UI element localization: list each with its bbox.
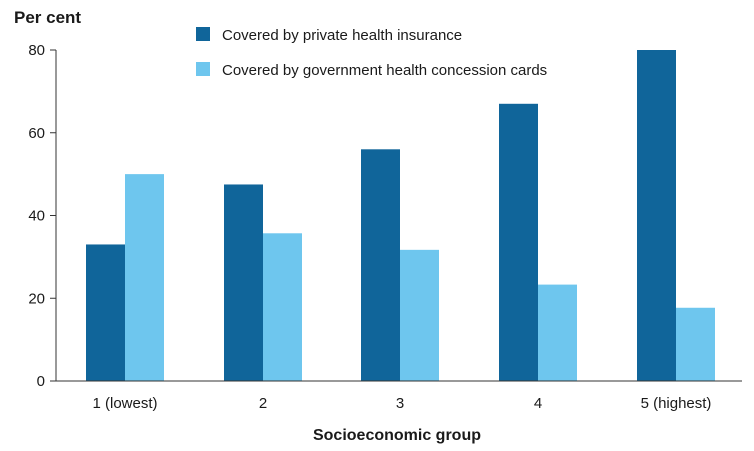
bar-concession-cards-1 <box>125 174 164 381</box>
y-tick-label: 80 <box>28 42 45 59</box>
x-axis-ticks: 1 (lowest) 2 3 4 5 (highest) <box>92 395 711 412</box>
bar-private-insurance-3 <box>361 149 400 381</box>
y-tick-label: 0 <box>37 373 45 390</box>
x-tick-label: 1 (lowest) <box>92 395 157 412</box>
x-tick-label: 3 <box>396 395 404 412</box>
legend: Covered by private health insurance Cover… <box>196 27 547 79</box>
bar-private-insurance-2 <box>224 184 263 381</box>
legend-swatch-2 <box>196 62 210 76</box>
x-tick-label: 4 <box>534 395 542 412</box>
y-tick-label: 20 <box>28 290 45 307</box>
y-tick-label: 60 <box>28 125 45 142</box>
y-axis-ticks: 0 20 40 60 80 <box>28 42 56 390</box>
bar-concession-cards-4 <box>538 284 577 381</box>
bar-concession-cards-5 <box>676 307 715 381</box>
legend-label-2: Covered by government health concession … <box>222 62 547 79</box>
bar-private-insurance-5 <box>637 50 676 381</box>
axes <box>55 50 742 382</box>
bar-private-insurance-4 <box>499 103 538 381</box>
y-tick-label: 40 <box>28 208 45 225</box>
x-tick-label: 5 (highest) <box>641 395 712 412</box>
bar-concession-cards-3 <box>400 249 439 381</box>
x-tick-label: 2 <box>259 395 267 412</box>
bar-concession-cards-2 <box>263 233 302 381</box>
legend-swatch-1 <box>196 27 210 41</box>
legend-label-1: Covered by private health insurance <box>222 27 462 44</box>
bars <box>86 50 715 381</box>
bar-private-insurance-1 <box>86 244 125 381</box>
x-axis-label: Socioeconomic group <box>313 427 481 444</box>
y-axis-label: Per cent <box>14 8 81 27</box>
